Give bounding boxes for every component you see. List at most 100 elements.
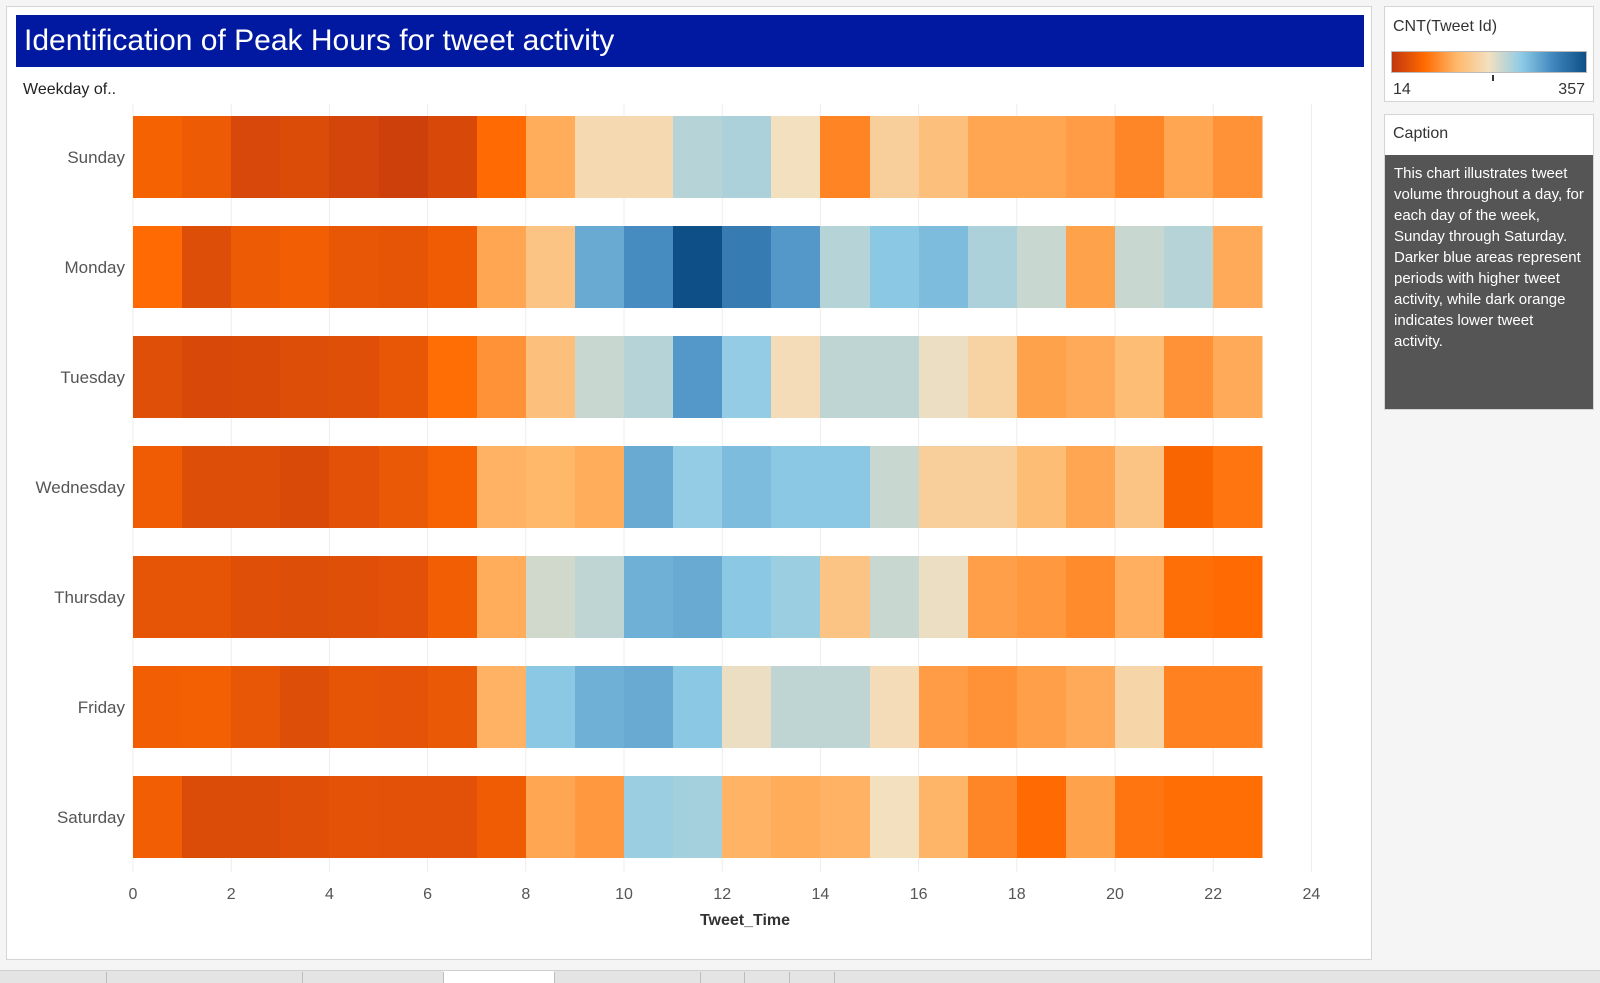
heatmap-cell[interactable]: [870, 336, 920, 418]
heatmap-cell[interactable]: [428, 116, 478, 198]
heatmap-cell[interactable]: [133, 336, 183, 418]
heatmap-cell[interactable]: [624, 116, 674, 198]
heatmap-cell[interactable]: [428, 336, 478, 418]
heatmap-cell[interactable]: [624, 666, 674, 748]
heatmap-cell[interactable]: [624, 336, 674, 418]
heatmap-cell[interactable]: [329, 226, 380, 308]
sheet-tab-active[interactable]: [443, 971, 554, 983]
heatmap-cell[interactable]: [280, 776, 330, 858]
heatmap-cell[interactable]: [526, 116, 576, 198]
heatmap-cell[interactable]: [329, 776, 380, 858]
heatmap-cell[interactable]: [280, 116, 330, 198]
heatmap-cell[interactable]: [133, 666, 183, 748]
heatmap-cell[interactable]: [329, 116, 380, 198]
heatmap-cell[interactable]: [820, 446, 871, 528]
heatmap-cell[interactable]: [182, 336, 232, 418]
heatmap-cell[interactable]: [722, 116, 772, 198]
heatmap-cell[interactable]: [231, 666, 281, 748]
heatmap-cell[interactable]: [231, 226, 281, 308]
heatmap-cell[interactable]: [329, 336, 380, 418]
heatmap-cell[interactable]: [575, 776, 625, 858]
heatmap-cell[interactable]: [870, 776, 920, 858]
heatmap-cell[interactable]: [182, 556, 232, 638]
heatmap-cell[interactable]: [329, 666, 380, 748]
heatmap-cell[interactable]: [1017, 556, 1067, 638]
heatmap-cell[interactable]: [919, 556, 969, 638]
heatmap-cell[interactable]: [526, 556, 576, 638]
heatmap-cell[interactable]: [1164, 336, 1214, 418]
heatmap-cell[interactable]: [1066, 226, 1116, 308]
heatmap-cell[interactable]: [428, 226, 478, 308]
heatmap-chart[interactable]: Sunday Monday Tuesday Wednesday Thursday Frid…: [0, 0, 1372, 960]
heatmap-cell[interactable]: [1066, 666, 1116, 748]
heatmap-cell[interactable]: [526, 446, 576, 528]
heatmap-cell[interactable]: [722, 336, 772, 418]
heatmap-cell[interactable]: [870, 446, 920, 528]
heatmap-cell[interactable]: [526, 336, 576, 418]
heatmap-cell[interactable]: [722, 446, 772, 528]
heatmap-cell[interactable]: [1017, 776, 1067, 858]
heatmap-cell[interactable]: [379, 556, 429, 638]
heatmap-cell[interactable]: [133, 446, 183, 528]
heatmap-cell[interactable]: [1066, 116, 1116, 198]
heatmap-cell[interactable]: [379, 336, 429, 418]
heatmap-cell[interactable]: [379, 226, 429, 308]
heatmap-cell[interactable]: [526, 666, 576, 748]
heatmap-cell[interactable]: [820, 226, 871, 308]
heatmap-cell[interactable]: [1017, 116, 1067, 198]
heatmap-cell[interactable]: [428, 776, 478, 858]
heatmap-cell[interactable]: [231, 446, 281, 528]
heatmap-cell[interactable]: [673, 226, 723, 308]
heatmap-cell[interactable]: [133, 776, 183, 858]
heatmap-cell[interactable]: [280, 336, 330, 418]
heatmap-cell[interactable]: [771, 336, 821, 418]
heatmap-cell[interactable]: [1066, 776, 1116, 858]
heatmap-cell[interactable]: [182, 776, 232, 858]
heatmap-cell[interactable]: [919, 336, 969, 418]
heatmap-cell[interactable]: [771, 776, 821, 858]
heatmap-cell[interactable]: [673, 336, 723, 418]
heatmap-cell[interactable]: [968, 776, 1018, 858]
heatmap-cell[interactable]: [231, 776, 281, 858]
heatmap-cell[interactable]: [722, 556, 772, 638]
heatmap-cell[interactable]: [575, 226, 625, 308]
heatmap-cell[interactable]: [919, 226, 969, 308]
heatmap-cell[interactable]: [231, 556, 281, 638]
heatmap-cell[interactable]: [673, 556, 723, 638]
heatmap-cell[interactable]: [182, 666, 232, 748]
heatmap-cell[interactable]: [182, 226, 232, 308]
heatmap-cell[interactable]: [870, 556, 920, 638]
heatmap-cell[interactable]: [133, 226, 183, 308]
heatmap-cell[interactable]: [1213, 666, 1263, 748]
heatmap-cell[interactable]: [722, 226, 772, 308]
heatmap-cell[interactable]: [624, 776, 674, 858]
heatmap-cell[interactable]: [182, 446, 232, 528]
heatmap-cell[interactable]: [477, 116, 527, 198]
heatmap-cell[interactable]: [477, 226, 527, 308]
heatmap-cell[interactable]: [428, 666, 478, 748]
heatmap-cell[interactable]: [673, 776, 723, 858]
heatmap-cell[interactable]: [477, 446, 527, 528]
heatmap-cell[interactable]: [133, 116, 183, 198]
heatmap-cell[interactable]: [1115, 446, 1165, 528]
heatmap-cell[interactable]: [1213, 446, 1263, 528]
heatmap-cell[interactable]: [575, 446, 625, 528]
heatmap-cell[interactable]: [1213, 226, 1263, 308]
heatmap-cell[interactable]: [231, 116, 281, 198]
heatmap-cell[interactable]: [820, 556, 871, 638]
heatmap-cell[interactable]: [771, 556, 821, 638]
heatmap-cell[interactable]: [1066, 446, 1116, 528]
heatmap-cell[interactable]: [1115, 116, 1165, 198]
heatmap-cell[interactable]: [1066, 336, 1116, 418]
heatmap-cell[interactable]: [968, 116, 1018, 198]
heatmap-cell[interactable]: [820, 116, 871, 198]
heatmap-cell[interactable]: [575, 556, 625, 638]
heatmap-cell[interactable]: [329, 446, 380, 528]
heatmap-cell[interactable]: [624, 556, 674, 638]
heatmap-cell[interactable]: [968, 226, 1018, 308]
heatmap-cell[interactable]: [722, 666, 772, 748]
heatmap-cell[interactable]: [919, 446, 969, 528]
heatmap-cell[interactable]: [673, 446, 723, 528]
heatmap-cell[interactable]: [329, 556, 380, 638]
heatmap-cell[interactable]: [280, 556, 330, 638]
